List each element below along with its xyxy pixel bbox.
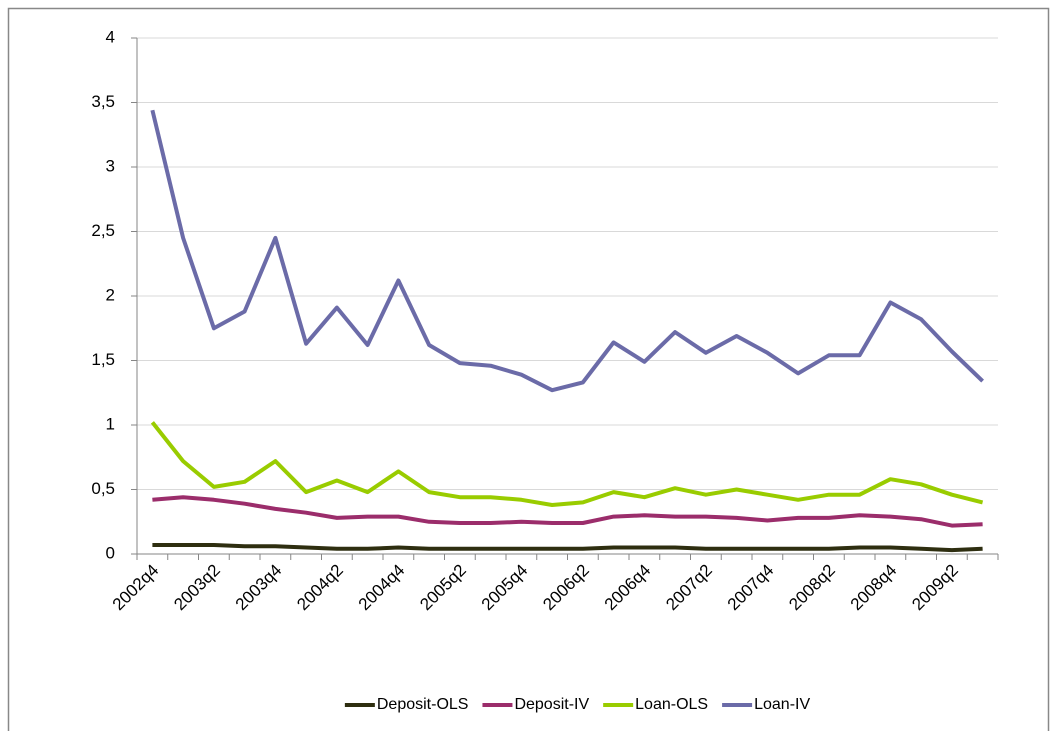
series-line [150, 421, 984, 507]
chart-frame [7, 7, 1050, 731]
y-tick-label: 0 [106, 543, 115, 562]
series-line [150, 109, 984, 393]
legend-label: Loan-IV [754, 696, 810, 713]
legend-label: Deposit-IV [514, 696, 589, 713]
series-line [152, 495, 983, 528]
y-tick-label: 4 [106, 27, 115, 46]
legend-label: Deposit-OLS [377, 696, 469, 713]
y-tick-label: 2 [106, 285, 115, 304]
y-tick-label: 1,5 [91, 350, 115, 369]
y-tick-label: 3 [106, 156, 115, 175]
y-tick-label: 1 [106, 414, 115, 433]
y-tick-label: 3,5 [91, 92, 115, 111]
legend: Deposit-OLS Deposit-IV Loan-OLS Loan-IV [344, 696, 810, 713]
y-tick-label: 0,5 [91, 479, 115, 498]
legend-label: Loan-OLS [635, 696, 708, 713]
y-tick-label: 2,5 [91, 221, 115, 240]
series-line [152, 543, 983, 553]
